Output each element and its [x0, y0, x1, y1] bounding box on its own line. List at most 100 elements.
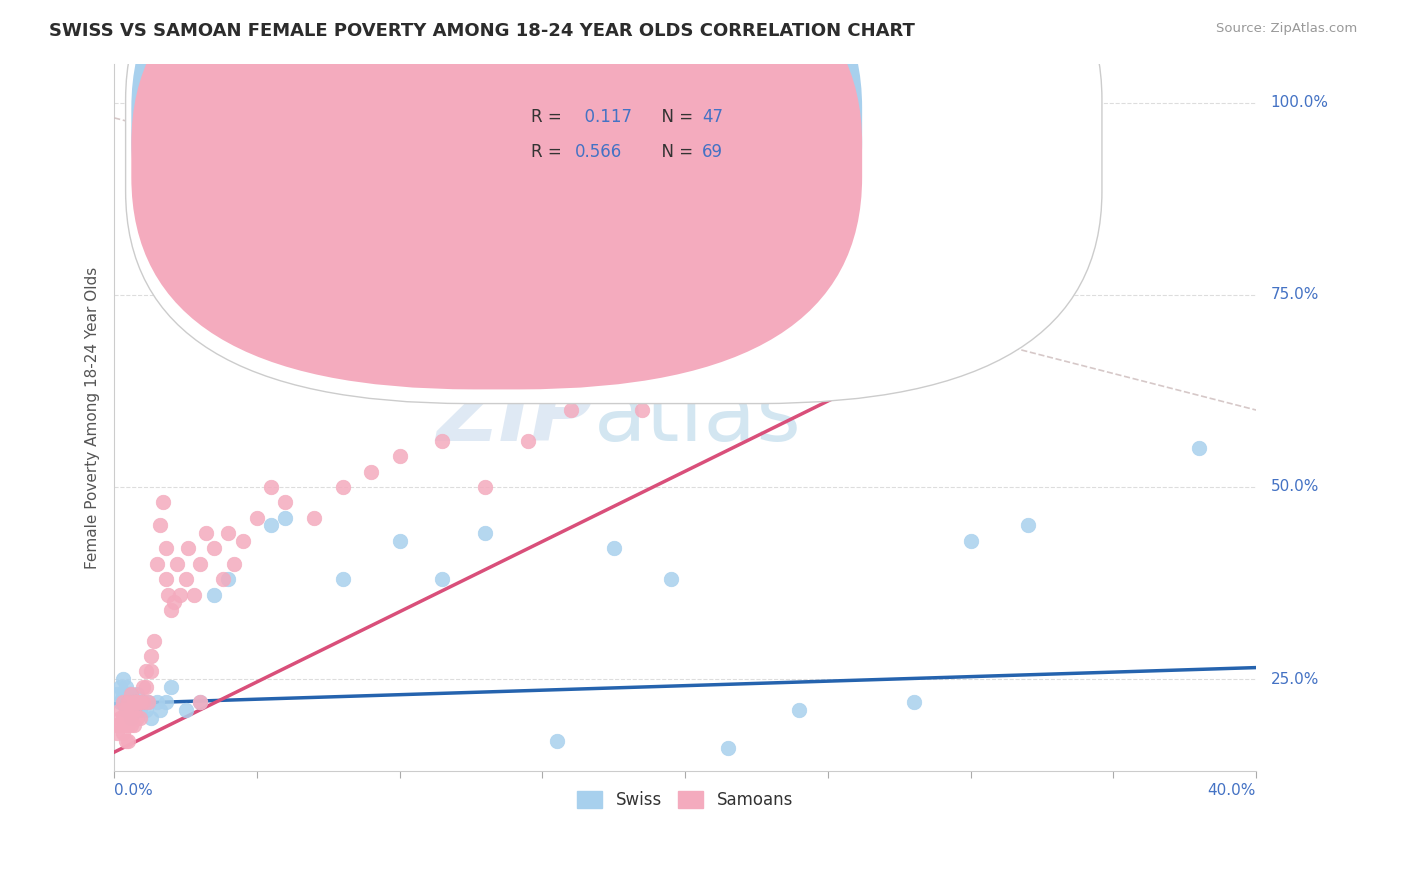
Point: [959, 533, 981, 548]
Point: [169, 588, 191, 602]
Point: [149, 518, 172, 533]
Point: [105, 718, 128, 732]
Point: [120, 718, 142, 732]
Point: [105, 726, 128, 740]
Point: [114, 695, 136, 709]
Point: [155, 541, 177, 556]
Point: [260, 480, 283, 494]
Point: [188, 557, 211, 571]
Point: [160, 680, 183, 694]
Point: [120, 688, 142, 702]
Point: [141, 665, 163, 679]
Point: [177, 541, 200, 556]
Text: 40.0%: 40.0%: [1208, 783, 1256, 798]
Text: SWISS VS SAMOAN FEMALE POVERTY AMONG 18-24 YEAR OLDS CORRELATION CHART: SWISS VS SAMOAN FEMALE POVERTY AMONG 18-…: [49, 22, 915, 40]
Text: N =: N =: [651, 108, 699, 126]
Point: [432, 572, 454, 586]
Point: [128, 695, 150, 709]
Point: [114, 703, 136, 717]
Point: [143, 633, 166, 648]
Point: [155, 695, 177, 709]
Point: [222, 557, 245, 571]
FancyBboxPatch shape: [125, 0, 1102, 403]
Point: [108, 718, 131, 732]
Point: [1017, 518, 1039, 533]
Point: [432, 434, 454, 448]
Point: [546, 733, 568, 747]
Point: [631, 403, 654, 417]
Point: [105, 688, 128, 702]
Point: [122, 695, 145, 709]
Text: Source: ZipAtlas.com: Source: ZipAtlas.com: [1216, 22, 1357, 36]
Point: [138, 695, 160, 709]
Point: [122, 703, 145, 717]
Point: [188, 695, 211, 709]
Text: 25.0%: 25.0%: [1271, 672, 1319, 687]
Point: [141, 648, 163, 663]
Point: [149, 703, 172, 717]
Point: [111, 695, 134, 709]
Point: [903, 695, 925, 709]
Point: [217, 526, 239, 541]
Point: [202, 588, 225, 602]
Point: [117, 688, 139, 702]
Point: [217, 572, 239, 586]
Point: [160, 603, 183, 617]
Point: [111, 726, 134, 740]
Point: [120, 703, 142, 717]
Point: [246, 510, 269, 524]
Point: [152, 495, 174, 509]
Point: [128, 710, 150, 724]
Point: [122, 718, 145, 732]
Text: atlas: atlas: [593, 376, 801, 459]
Point: [232, 533, 254, 548]
Point: [1188, 442, 1211, 456]
Point: [114, 703, 136, 717]
Point: [111, 710, 134, 724]
Point: [117, 718, 139, 732]
Point: [789, 703, 811, 717]
Point: [157, 588, 180, 602]
Text: 100.0%: 100.0%: [1271, 95, 1329, 110]
Point: [560, 403, 582, 417]
Point: [388, 533, 411, 548]
Text: N =: N =: [651, 144, 699, 161]
Point: [120, 688, 142, 702]
Point: [117, 703, 139, 717]
Y-axis label: Female Poverty Among 18-24 Year Olds: Female Poverty Among 18-24 Year Olds: [86, 267, 100, 569]
Point: [188, 695, 211, 709]
Point: [132, 680, 155, 694]
Point: [111, 688, 134, 702]
Point: [274, 510, 297, 524]
Point: [138, 695, 160, 709]
Text: 50.0%: 50.0%: [1271, 479, 1319, 494]
Point: [132, 695, 155, 709]
Point: [360, 465, 382, 479]
Point: [125, 695, 148, 709]
Point: [117, 710, 139, 724]
Point: [111, 695, 134, 709]
Point: [114, 733, 136, 747]
Text: 69: 69: [702, 144, 723, 161]
Point: [128, 703, 150, 717]
Point: [388, 449, 411, 463]
Text: 75.0%: 75.0%: [1271, 287, 1319, 302]
Point: [202, 541, 225, 556]
FancyBboxPatch shape: [131, 0, 862, 390]
Text: ZIP: ZIP: [436, 376, 593, 459]
Point: [132, 695, 155, 709]
Point: [717, 741, 740, 756]
Point: [108, 695, 131, 709]
Point: [260, 518, 283, 533]
Point: [125, 688, 148, 702]
Point: [122, 703, 145, 717]
Point: [117, 695, 139, 709]
Text: 0.0%: 0.0%: [114, 783, 153, 798]
Point: [174, 572, 197, 586]
Point: [163, 595, 186, 609]
Point: [120, 710, 142, 724]
Point: [332, 480, 354, 494]
Point: [302, 510, 325, 524]
Point: [114, 718, 136, 732]
Point: [146, 695, 169, 709]
